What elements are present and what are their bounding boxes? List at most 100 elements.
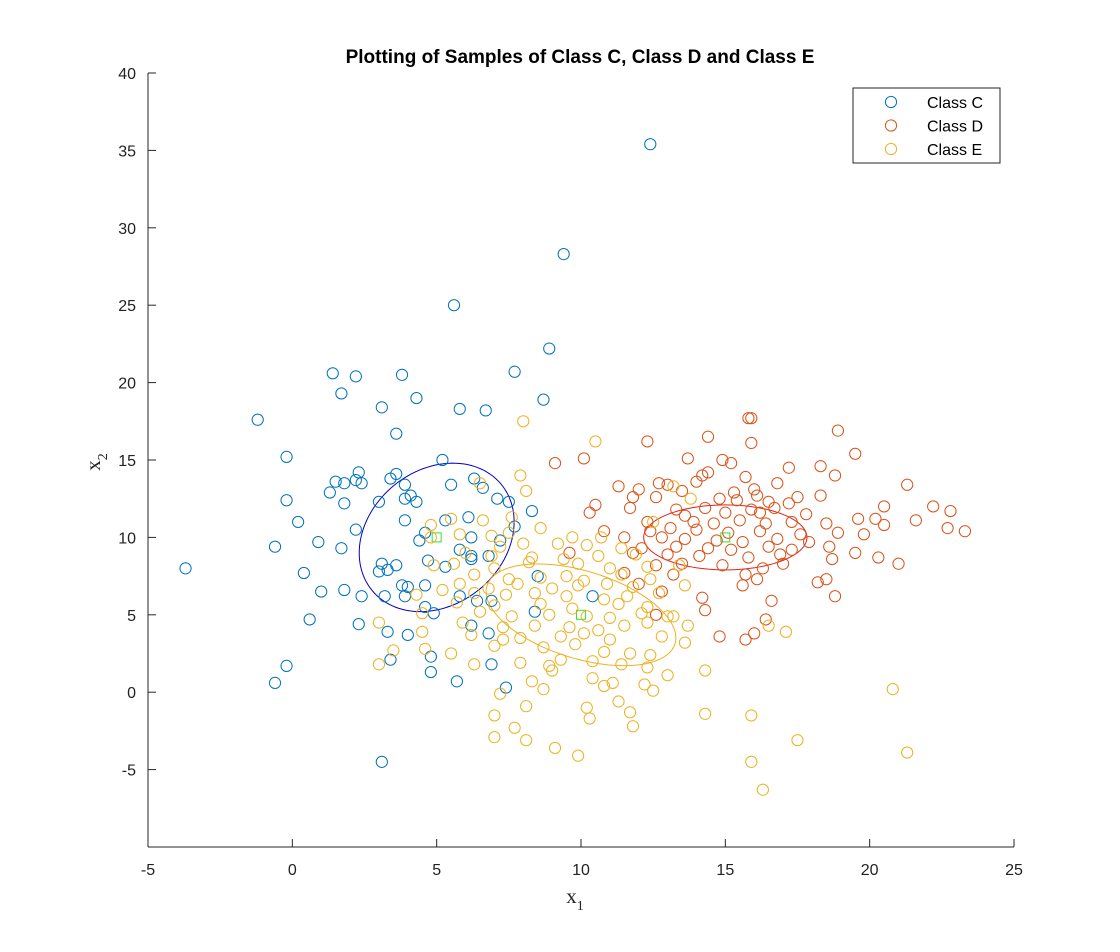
x-tick-label: 0 (288, 862, 297, 879)
data-point (673, 559, 686, 572)
data-point (505, 610, 518, 623)
data-point (511, 577, 524, 590)
data-point (725, 543, 738, 556)
data-point (583, 506, 596, 519)
data-point (618, 566, 631, 580)
data-point (505, 511, 518, 524)
data-point (419, 642, 432, 655)
data-point (548, 741, 562, 755)
data-point (652, 587, 666, 600)
data-point (485, 658, 498, 671)
data-point (335, 542, 348, 555)
data-point (312, 535, 325, 549)
data-point (632, 483, 645, 496)
data-point (678, 636, 692, 649)
data-point (548, 457, 562, 470)
data-point (586, 672, 599, 685)
legend-entries: Class C Class D Class E (884, 95, 983, 159)
data-point (413, 534, 426, 547)
data-point (280, 494, 293, 507)
data-point (802, 535, 816, 549)
data-point (814, 460, 827, 473)
data-point (687, 515, 700, 529)
x-axis-title-base: x (566, 884, 577, 908)
data-point (551, 537, 565, 550)
data-point (473, 477, 487, 490)
data-point (462, 511, 475, 524)
data-point (546, 582, 559, 595)
data-point (372, 565, 386, 578)
data-point (641, 515, 654, 529)
data-point (381, 563, 394, 577)
x-tick-label: 5 (432, 862, 441, 879)
data-point (701, 542, 715, 555)
data-point (338, 583, 351, 597)
data-point (560, 570, 573, 583)
data-point (459, 546, 472, 559)
data-point (479, 404, 492, 417)
data-point (736, 579, 749, 592)
x-tick-label: 15 (716, 862, 734, 879)
data-point (849, 546, 862, 559)
data-point (814, 489, 827, 502)
data-point (820, 573, 833, 586)
data-point (580, 539, 593, 552)
data-point (753, 506, 767, 519)
data-point (831, 424, 845, 437)
data-point (315, 585, 328, 598)
data-point (644, 573, 657, 586)
data-point (560, 590, 573, 603)
data-point (424, 665, 437, 679)
data-point (612, 480, 625, 493)
data-point (586, 655, 599, 668)
data-point (453, 577, 466, 590)
data-point (678, 532, 692, 546)
data-point (759, 517, 772, 530)
data-point (745, 755, 758, 768)
data-point (517, 537, 530, 550)
data-point (572, 579, 585, 592)
data-point (528, 605, 541, 618)
data-point (635, 607, 648, 620)
data-point (623, 647, 637, 660)
chart-title: Plotting of Samples of Class C, Class D … (346, 47, 815, 68)
data-point (589, 498, 602, 511)
data-point (655, 531, 668, 544)
data-point (739, 470, 752, 484)
data-point (592, 624, 605, 637)
data-point (696, 591, 709, 604)
data-point (750, 489, 764, 502)
data-point (251, 413, 264, 426)
data-point (727, 486, 741, 499)
y-tick-label: 20 (118, 376, 136, 393)
data-point (638, 678, 651, 691)
x-tick-label: 20 (861, 862, 879, 879)
data-point (514, 656, 527, 669)
data-point (647, 515, 660, 529)
data-point (612, 597, 625, 611)
data-point (725, 457, 738, 470)
series-points (372, 415, 914, 796)
data-point (670, 540, 683, 553)
data-point (577, 627, 590, 640)
data-point (424, 518, 437, 532)
data-point (958, 525, 972, 538)
y-ticks: -5 0 5 10 15 20 25 30 35 40 (118, 66, 156, 780)
data-point (488, 639, 501, 652)
data-point (828, 590, 842, 603)
data-point (745, 412, 758, 425)
data-point (303, 613, 316, 626)
legend-label: Class E (927, 142, 982, 159)
data-point (496, 621, 510, 634)
data-point (857, 528, 870, 541)
data-point (410, 391, 423, 405)
data-point (372, 616, 386, 629)
data-point (465, 628, 478, 642)
data-point (800, 508, 813, 521)
data-point (268, 676, 282, 690)
data-point (647, 684, 660, 697)
data-point (554, 653, 567, 666)
data-point (398, 514, 412, 527)
data-point (641, 560, 654, 573)
data-point (419, 600, 432, 614)
